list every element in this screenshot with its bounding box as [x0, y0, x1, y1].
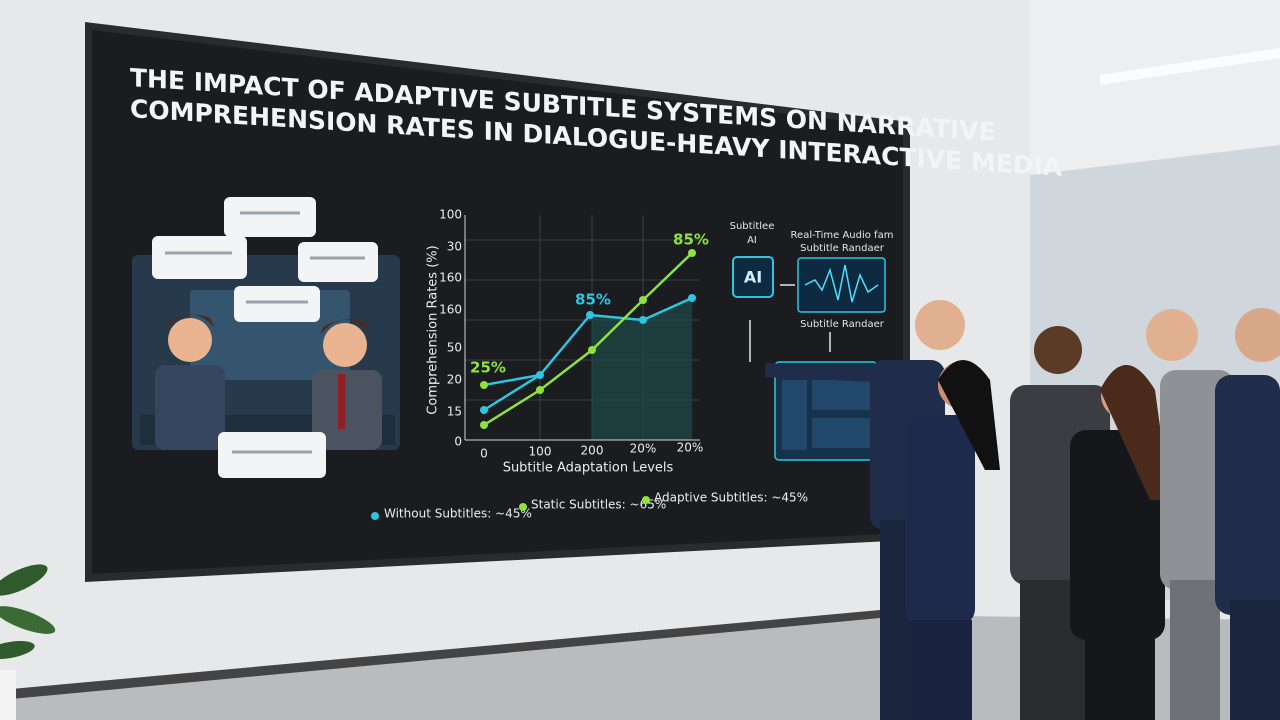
annotation: 85% [575, 291, 611, 309]
baseboard [0, 610, 880, 700]
x-axis-label: Subtitle Adaptation Levels [503, 461, 674, 476]
chart [464, 215, 700, 441]
x-tick-label: 0 [480, 447, 488, 461]
ai-chip [732, 256, 774, 298]
legend-entry: Without Subtitles: ~45% [384, 507, 532, 521]
diagram-label: Real-Time Audio fam [791, 230, 894, 241]
legend-entry: Static Subtitles: ~65% [531, 498, 666, 512]
legend-swatch [519, 503, 527, 511]
y-tick-label: 100 [439, 208, 462, 222]
chip-label: AI [744, 268, 762, 287]
diagram-label: Subtitlee [730, 221, 775, 232]
ceiling-light [1100, 48, 1280, 85]
x-tick-label: 200 [581, 444, 604, 458]
illustration [132, 197, 400, 478]
annotation: 85% [673, 231, 709, 249]
diagram-label: AI [747, 235, 757, 246]
x-tick-label: 20% [677, 441, 704, 455]
plant [0, 564, 56, 720]
waveform [804, 264, 879, 303]
x-tick-label: 100 [529, 445, 552, 459]
y-tick-label: 30 [447, 240, 462, 254]
diagram-label: Subtitle Randaer [800, 243, 885, 254]
legend-swatch [642, 496, 650, 504]
y-tick-label: 50 [447, 341, 462, 355]
x-tick-label: 20% [630, 442, 657, 456]
annotation: 25% [470, 359, 506, 377]
y-tick-label: 160 [439, 271, 462, 285]
panel-block [782, 380, 807, 450]
y-tick-label: 160 [439, 303, 462, 317]
legend-swatch [371, 512, 379, 520]
y-tick-label: 0 [454, 435, 462, 449]
diagram-label: Subtitle Randaer [800, 319, 885, 330]
panel-block [812, 418, 870, 448]
y-tick-label: 20 [447, 373, 462, 387]
y-tick-label: 15 [447, 405, 462, 419]
legend-entry: Adaptive Subtitles: ~45% [654, 491, 808, 505]
people [764, 300, 1280, 720]
ceiling [1030, 0, 1280, 175]
y-axis-label: Comprehension Rates (%) [426, 245, 441, 414]
panel-block [812, 380, 870, 410]
